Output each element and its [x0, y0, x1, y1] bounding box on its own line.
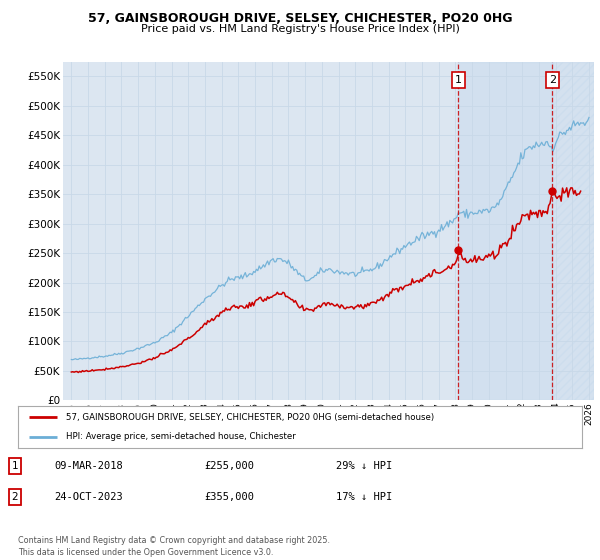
Text: 57, GAINSBOROUGH DRIVE, SELSEY, CHICHESTER, PO20 0HG (semi-detached house): 57, GAINSBOROUGH DRIVE, SELSEY, CHICHEST…	[66, 413, 434, 422]
Text: 2: 2	[549, 75, 556, 85]
Bar	[553, 62, 594, 400]
Text: Contains HM Land Registry data © Crown copyright and database right 2025.
This d: Contains HM Land Registry data © Crown c…	[18, 536, 330, 557]
Text: 57, GAINSBOROUGH DRIVE, SELSEY, CHICHESTER, PO20 0HG: 57, GAINSBOROUGH DRIVE, SELSEY, CHICHEST…	[88, 12, 512, 25]
Text: 09-MAR-2018: 09-MAR-2018	[54, 461, 123, 471]
Text: HPI: Average price, semi-detached house, Chichester: HPI: Average price, semi-detached house,…	[66, 432, 296, 441]
Text: 29% ↓ HPI: 29% ↓ HPI	[336, 461, 392, 471]
Text: 2: 2	[11, 492, 19, 502]
Text: £255,000: £255,000	[204, 461, 254, 471]
Text: 1: 1	[455, 75, 462, 85]
Text: 17% ↓ HPI: 17% ↓ HPI	[336, 492, 392, 502]
Bar	[458, 62, 553, 400]
Text: Price paid vs. HM Land Registry's House Price Index (HPI): Price paid vs. HM Land Registry's House …	[140, 24, 460, 34]
Text: £355,000: £355,000	[204, 492, 254, 502]
Text: 24-OCT-2023: 24-OCT-2023	[54, 492, 123, 502]
Text: 1: 1	[11, 461, 19, 471]
